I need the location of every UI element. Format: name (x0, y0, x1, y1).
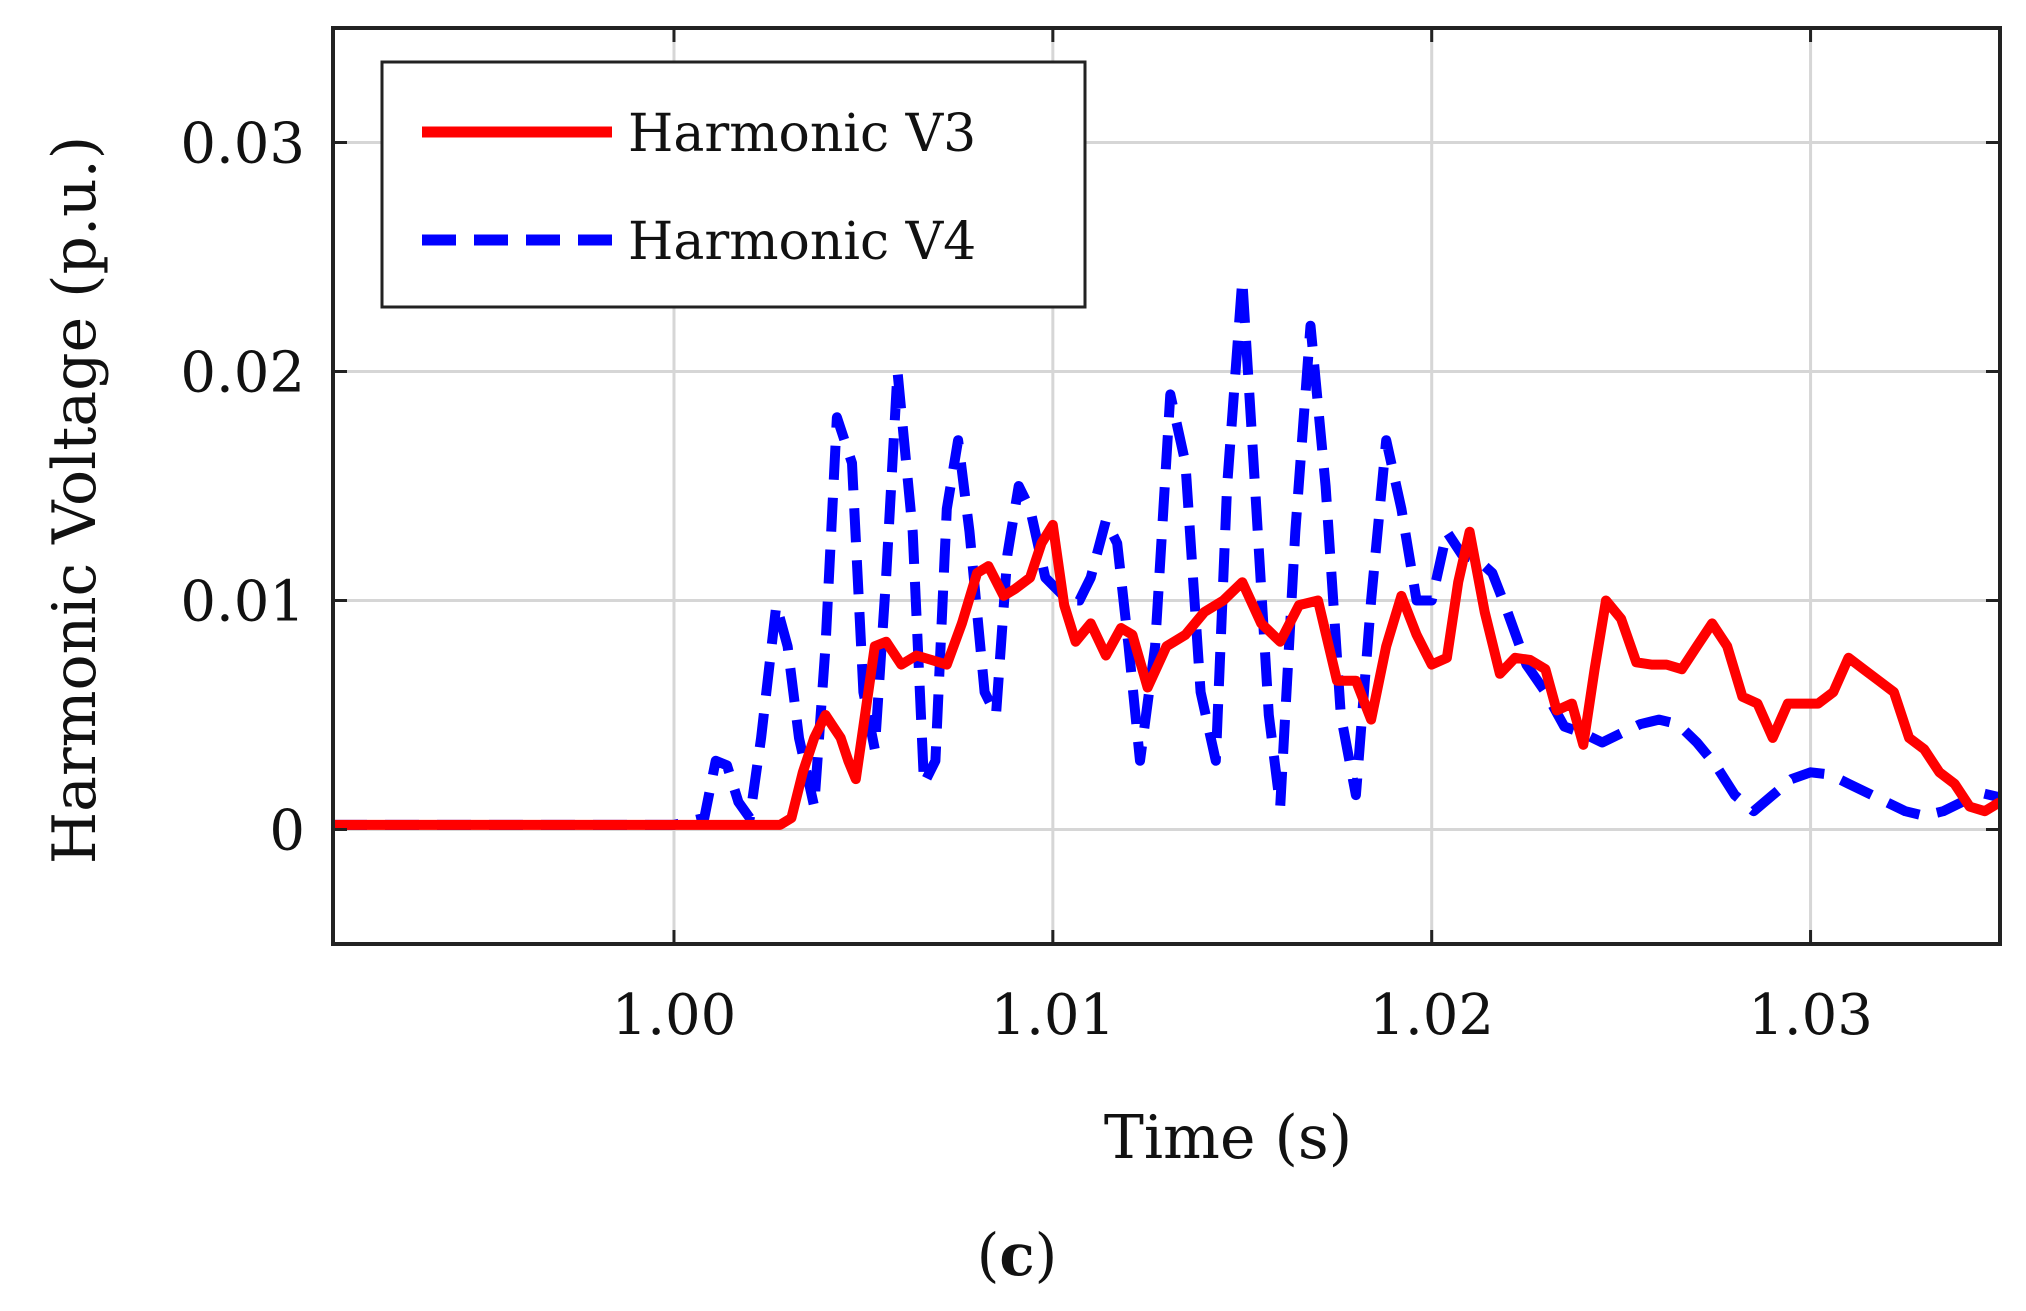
legend: Harmonic V3 Harmonic V4 (380, 60, 1087, 309)
series-line-v4 (333, 274, 2000, 830)
subcaption-open: ( (977, 1221, 1000, 1289)
x-tick-label: 1.01 (990, 983, 1115, 1048)
subcaption: (c) (977, 1221, 1058, 1289)
x-tick-label: 1.00 (612, 983, 737, 1048)
tick-layer: 1.00 1.01 1.02 1.03 0 0.01 0.02 0.03 (180, 28, 2000, 1048)
subcaption-close: ) (1035, 1221, 1058, 1289)
y-tick-label: 0.01 (180, 570, 305, 635)
series-line-v3 (333, 519, 2000, 830)
subcaption-letter: c (999, 1221, 1034, 1289)
y-tick-label: 0 (269, 799, 305, 864)
plot-frame (331, 26, 2002, 946)
y-tick-label: 0.02 (180, 341, 305, 406)
legend-box (380, 60, 1087, 309)
x-axis-label: Time (s) (1104, 1103, 1352, 1173)
x-tick-label: 1.02 (1369, 983, 1494, 1048)
legend-label-v4: Harmonic V4 (628, 212, 976, 272)
y-axis-label: Harmonic Voltage (p.u.) (40, 136, 110, 864)
legend-label-v3: Harmonic V3 (628, 104, 976, 164)
y-tick-label: 0.03 (180, 112, 305, 177)
series-layer (333, 274, 2000, 830)
x-tick-label: 1.03 (1748, 983, 1873, 1048)
